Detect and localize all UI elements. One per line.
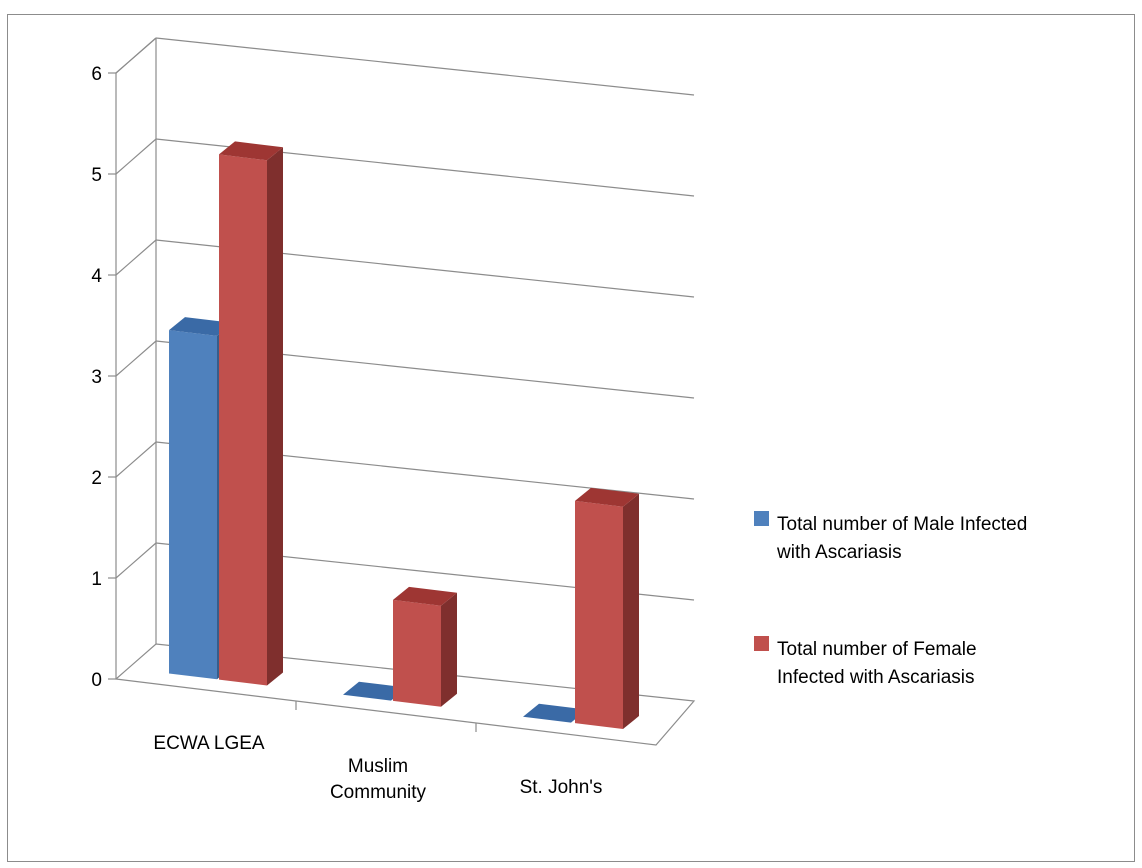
gridline-side-3 bbox=[115, 340, 157, 377]
bar-male-2 bbox=[343, 681, 407, 701]
bar-female-2 bbox=[393, 586, 457, 707]
gridline-side-2 bbox=[115, 441, 157, 478]
legend-swatch bbox=[754, 511, 769, 526]
bar-front-face bbox=[219, 154, 267, 686]
legend-label: Total number of Female Infected with Asca… bbox=[777, 639, 977, 688]
bar-side-face bbox=[267, 147, 283, 686]
bar-female-1 bbox=[219, 141, 283, 686]
gridline-side-4 bbox=[115, 239, 157, 276]
y-tick-label-0: 0 bbox=[91, 670, 102, 691]
y-tick-label-5: 5 bbox=[91, 165, 102, 186]
bar-top-face bbox=[575, 487, 639, 507]
bar-male-3 bbox=[523, 703, 587, 723]
gridline-side-5 bbox=[115, 138, 157, 175]
legend-entry-male: Total number of Male Infected with Ascari… bbox=[754, 511, 1027, 563]
y-tick-label-4: 4 bbox=[91, 266, 102, 287]
bar-top-face bbox=[169, 317, 233, 336]
bar-front-face bbox=[575, 500, 623, 729]
x-category-label-1: ECWA LGEA bbox=[153, 733, 265, 754]
x-category-label-2: Muslim Community bbox=[330, 756, 427, 803]
bar-top-face bbox=[343, 681, 407, 701]
y-tick-label-2: 2 bbox=[91, 468, 102, 489]
bar-female-3 bbox=[575, 487, 639, 729]
gridline-side-1 bbox=[115, 542, 157, 579]
chart-frame: 0 1 2 3 4 5 6 ECWA LGEA Muslim Community St. John… bbox=[7, 14, 1135, 862]
legend-swatch bbox=[754, 636, 769, 651]
chart-canvas: 0 1 2 3 4 5 6 ECWA LGEA Muslim Community St. John… bbox=[91, 37, 1027, 803]
y-axis-tick-labels: 0 1 2 3 4 5 6 bbox=[91, 64, 102, 691]
x-category-label-3: St. John's bbox=[520, 777, 603, 798]
side-wall-top bbox=[115, 37, 157, 74]
bar-top-face bbox=[393, 586, 457, 606]
legend: Total number of Male Infected with Ascari… bbox=[754, 511, 1027, 688]
legend-label: Total number of Male Infected with Ascari… bbox=[776, 514, 1027, 563]
bar-side-face bbox=[623, 493, 639, 729]
bar-side-face bbox=[441, 592, 457, 707]
bar-top-face bbox=[523, 703, 587, 723]
y-tick-label-6: 6 bbox=[91, 64, 102, 85]
chart-bars bbox=[169, 141, 639, 729]
bar-front-face bbox=[393, 599, 441, 707]
bar-front-face bbox=[169, 330, 217, 680]
gridline-back-6 bbox=[155, 37, 695, 96]
x-axis-category-labels: ECWA LGEA Muslim Community St. John's bbox=[153, 733, 602, 803]
legend-entry-female: Total number of Female Infected with Asca… bbox=[754, 636, 977, 688]
bar-top-face bbox=[219, 141, 283, 161]
chart-axes bbox=[108, 37, 477, 732]
y-tick-label-3: 3 bbox=[91, 367, 102, 388]
y-tick-label-1: 1 bbox=[91, 569, 102, 590]
